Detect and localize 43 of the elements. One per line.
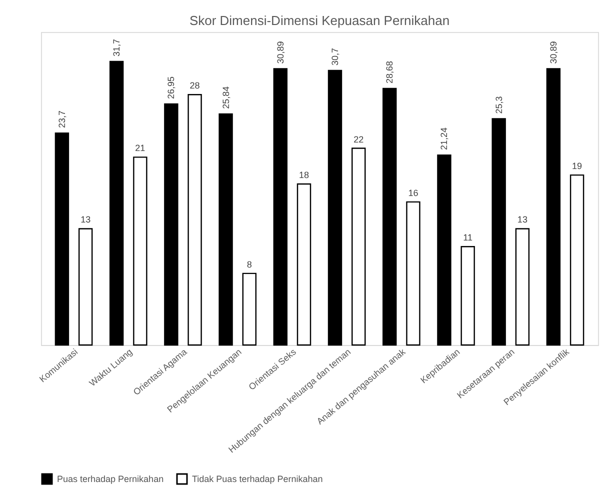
bar: [328, 70, 342, 346]
legend-label: Tidak Puas terhadap Pernikahan: [192, 474, 323, 484]
legend-label: Puas terhadap Pernikahan: [57, 474, 164, 484]
bar: [492, 118, 506, 346]
data-label: 28: [190, 80, 200, 91]
bar: [515, 228, 530, 346]
bar: [382, 88, 397, 346]
data-label: 23,7: [56, 110, 67, 128]
bar: [188, 94, 202, 346]
data-label: 31,7: [112, 38, 122, 57]
bar: [460, 246, 475, 346]
data-label: 16: [408, 188, 418, 198]
bar: [109, 60, 124, 346]
bar: [242, 272, 256, 346]
chart-title: Skor Dimensi-Dimensi Kepuasan Pernikahan: [189, 13, 450, 28]
bar: [133, 156, 148, 346]
data-label: 25,84: [220, 86, 231, 109]
bar: [546, 68, 561, 346]
data-label: 13: [80, 214, 91, 225]
data-label: 11: [463, 232, 472, 243]
data-label: 30,89: [548, 41, 558, 64]
data-label: 25,3: [494, 96, 504, 114]
data-label: 30,7: [330, 48, 340, 66]
bar: [406, 201, 420, 346]
data-label: 28,68: [384, 60, 395, 84]
bar: [54, 132, 70, 346]
data-label: 8: [246, 259, 252, 270]
data-label: 21: [135, 143, 146, 154]
bar: [352, 148, 366, 346]
bar: [164, 103, 178, 346]
data-label: 30,89: [275, 41, 286, 64]
data-label: 18: [298, 170, 310, 180]
data-label: 13: [517, 214, 528, 225]
bar: [218, 113, 233, 346]
data-label: 21,24: [439, 128, 450, 150]
data-label: 19: [572, 161, 582, 172]
bar: [570, 174, 584, 346]
bar: [437, 154, 452, 346]
bar: [273, 68, 288, 346]
data-label: 22: [354, 134, 364, 144]
data-label: 26,95: [166, 76, 176, 99]
bar: [78, 228, 93, 346]
bar: [296, 183, 312, 346]
